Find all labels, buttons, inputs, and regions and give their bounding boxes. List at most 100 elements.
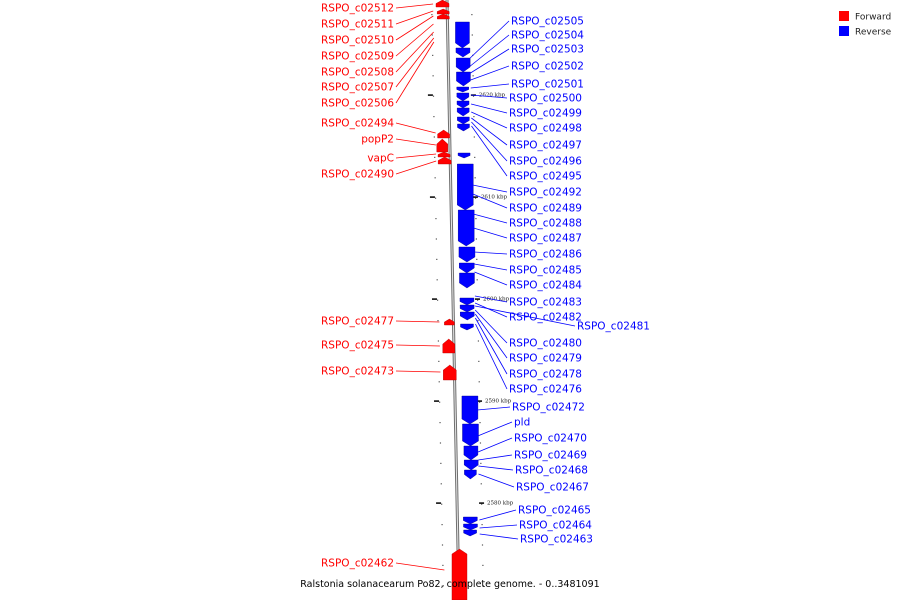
gene-name[interactable]: RSPO_c02478	[509, 369, 582, 381]
reverse-gene-block[interactable]	[456, 107, 470, 117]
gene-label[interactable]: RSPO_c02464	[479, 520, 593, 532]
reverse-gene-block[interactable]	[458, 209, 475, 247]
gene-name[interactable]: RSPO_c02481	[577, 321, 650, 333]
reverse-gene-block[interactable]	[460, 311, 475, 321]
reverse-gene-block[interactable]	[457, 152, 471, 159]
forward-gene-block[interactable]	[451, 548, 468, 600]
gene-name[interactable]: RSPO_c02492	[509, 187, 582, 199]
gene-label[interactable]: RSPO_c02498	[471, 111, 582, 135]
forward-gene-block[interactable]	[444, 318, 455, 326]
gene-name[interactable]: RSPO_c02508	[321, 67, 394, 79]
gene-label[interactable]: RSPO_c02503	[470, 44, 584, 74]
gene-name[interactable]: RSPO_c02489	[509, 203, 582, 215]
gene-name[interactable]: RSPO_c02480	[509, 338, 582, 350]
reverse-gene-block[interactable]	[463, 523, 478, 531]
gene-name[interactable]: RSPO_c02500	[509, 93, 582, 105]
gene-label[interactable]: RSPO_c02470	[477, 433, 587, 453]
reverse-gene-block[interactable]	[456, 100, 470, 109]
gene-name[interactable]: RSPO_c02469	[514, 450, 587, 462]
reverse-gene-block[interactable]	[457, 163, 474, 211]
gene-name[interactable]: RSPO_c02512	[321, 3, 394, 15]
forward-gene-block[interactable]	[437, 156, 452, 165]
gene-label[interactable]: RSPO_c02488	[473, 213, 582, 230]
gene-label[interactable]: RSPO_c02494	[321, 118, 436, 134]
forward-gene-block[interactable]	[442, 338, 455, 354]
forward-gene-block[interactable]	[435, 0, 450, 8]
gene-label[interactable]: RSPO_c02487	[473, 227, 582, 245]
gene-name[interactable]: RSPO_c02510	[321, 35, 394, 47]
gene-label[interactable]: RSPO_c02492	[472, 184, 582, 199]
gene-name[interactable]: RSPO_c02507	[321, 82, 394, 94]
gene-name[interactable]: RSPO_c02465	[518, 505, 591, 517]
gene-label[interactable]: RSPO_c02497	[471, 117, 582, 152]
gene-label[interactable]: RSPO_c02509	[321, 23, 434, 63]
gene-name[interactable]: pld	[514, 417, 530, 429]
gene-label[interactable]: RSPO_c02483	[474, 295, 582, 309]
gene-name[interactable]: RSPO_c02504	[511, 30, 584, 42]
gene-label[interactable]: RSPO_c02475	[321, 340, 440, 352]
gene-name[interactable]: RSPO_c02505	[511, 16, 584, 28]
reverse-gene-block[interactable]	[456, 71, 471, 87]
reverse-gene-block[interactable]	[456, 92, 470, 102]
reverse-gene-block[interactable]	[463, 516, 478, 525]
gene-label[interactable]: RSPO_c02462	[321, 558, 445, 571]
gene-label[interactable]: RSPO_c02502	[470, 61, 584, 81]
gene-label[interactable]: vapC	[367, 153, 437, 165]
gene-name[interactable]: RSPO_c02462	[321, 558, 394, 570]
gene-name[interactable]: RSPO_c02473	[321, 366, 394, 378]
reverse-gene-block[interactable]	[456, 86, 469, 93]
gene-name[interactable]: popP2	[361, 134, 394, 146]
gene-label[interactable]: RSPO_c02468	[478, 465, 588, 477]
gene-label[interactable]: RSPO_c02486	[474, 249, 582, 261]
gene-label[interactable]: RSPO_c02472	[477, 402, 585, 414]
forward-gene-block[interactable]	[437, 129, 450, 139]
gene-name[interactable]: RSPO_c02511	[321, 19, 394, 31]
gene-label[interactable]: RSPO_c02506	[321, 41, 435, 110]
reverse-gene-block[interactable]	[464, 469, 477, 480]
gene-name[interactable]: RSPO_c02486	[509, 249, 582, 261]
gene-name[interactable]: RSPO_c02464	[519, 520, 592, 532]
forward-gene-block[interactable]	[437, 151, 451, 158]
gene-label[interactable]: pld	[477, 417, 531, 437]
gene-label[interactable]: RSPO_c02496	[471, 121, 582, 168]
reverse-gene-block[interactable]	[455, 21, 470, 49]
gene-name[interactable]: RSPO_c02497	[509, 140, 582, 152]
gene-label[interactable]: RSPO_c02478	[475, 317, 582, 381]
gene-label[interactable]: RSPO_c02500	[470, 93, 582, 105]
reverse-gene-block[interactable]	[464, 459, 479, 471]
gene-label[interactable]: RSPO_c02476	[475, 323, 582, 396]
gene-name[interactable]: RSPO_c02503	[511, 44, 584, 56]
gene-label[interactable]: RSPO_c02512	[321, 3, 434, 15]
gene-label[interactable]: RSPO_c02499	[470, 103, 582, 120]
reverse-gene-block[interactable]	[459, 272, 475, 289]
gene-label[interactable]: RSPO_c02469	[478, 450, 587, 462]
forward-gene-block[interactable]	[443, 364, 457, 381]
reverse-gene-block[interactable]	[455, 57, 471, 73]
reverse-gene-block[interactable]	[459, 297, 475, 306]
gene-label[interactable]: RSPO_c02467	[478, 473, 589, 494]
gene-label[interactable]: RSPO_c02504	[470, 30, 584, 67]
gene-label[interactable]: RSPO_c02489	[472, 193, 582, 215]
gene-name[interactable]: RSPO_c02485	[509, 265, 582, 277]
gene-label[interactable]: RSPO_c02501	[470, 79, 584, 91]
gene-name[interactable]: RSPO_c02488	[509, 218, 582, 230]
gene-label[interactable]: RSPO_c02495	[471, 125, 582, 183]
gene-label[interactable]: RSPO_c02485	[474, 263, 582, 277]
reverse-gene-block[interactable]	[458, 246, 476, 263]
gene-name[interactable]: RSPO_c02484	[509, 280, 582, 292]
gene-name[interactable]: RSPO_c02467	[516, 482, 589, 494]
gene-label[interactable]: popP2	[361, 134, 436, 146]
gene-label[interactable]: RSPO_c02463	[479, 534, 593, 546]
reverse-gene-block[interactable]	[460, 323, 474, 331]
reverse-gene-block[interactable]	[462, 423, 479, 447]
reverse-gene-block[interactable]	[457, 116, 470, 125]
forward-gene-block[interactable]	[436, 138, 448, 153]
gene-name[interactable]: RSPO_c02463	[520, 534, 593, 546]
gene-name[interactable]: RSPO_c02475	[321, 340, 394, 352]
gene-label[interactable]: RSPO_c02473	[321, 366, 441, 378]
reverse-gene-block[interactable]	[463, 445, 479, 461]
gene-name[interactable]: RSPO_c02495	[509, 171, 582, 183]
gene-label[interactable]: RSPO_c02481	[475, 305, 650, 333]
forward-gene-block[interactable]	[436, 8, 450, 15]
gene-name[interactable]: RSPO_c02487	[509, 233, 582, 245]
